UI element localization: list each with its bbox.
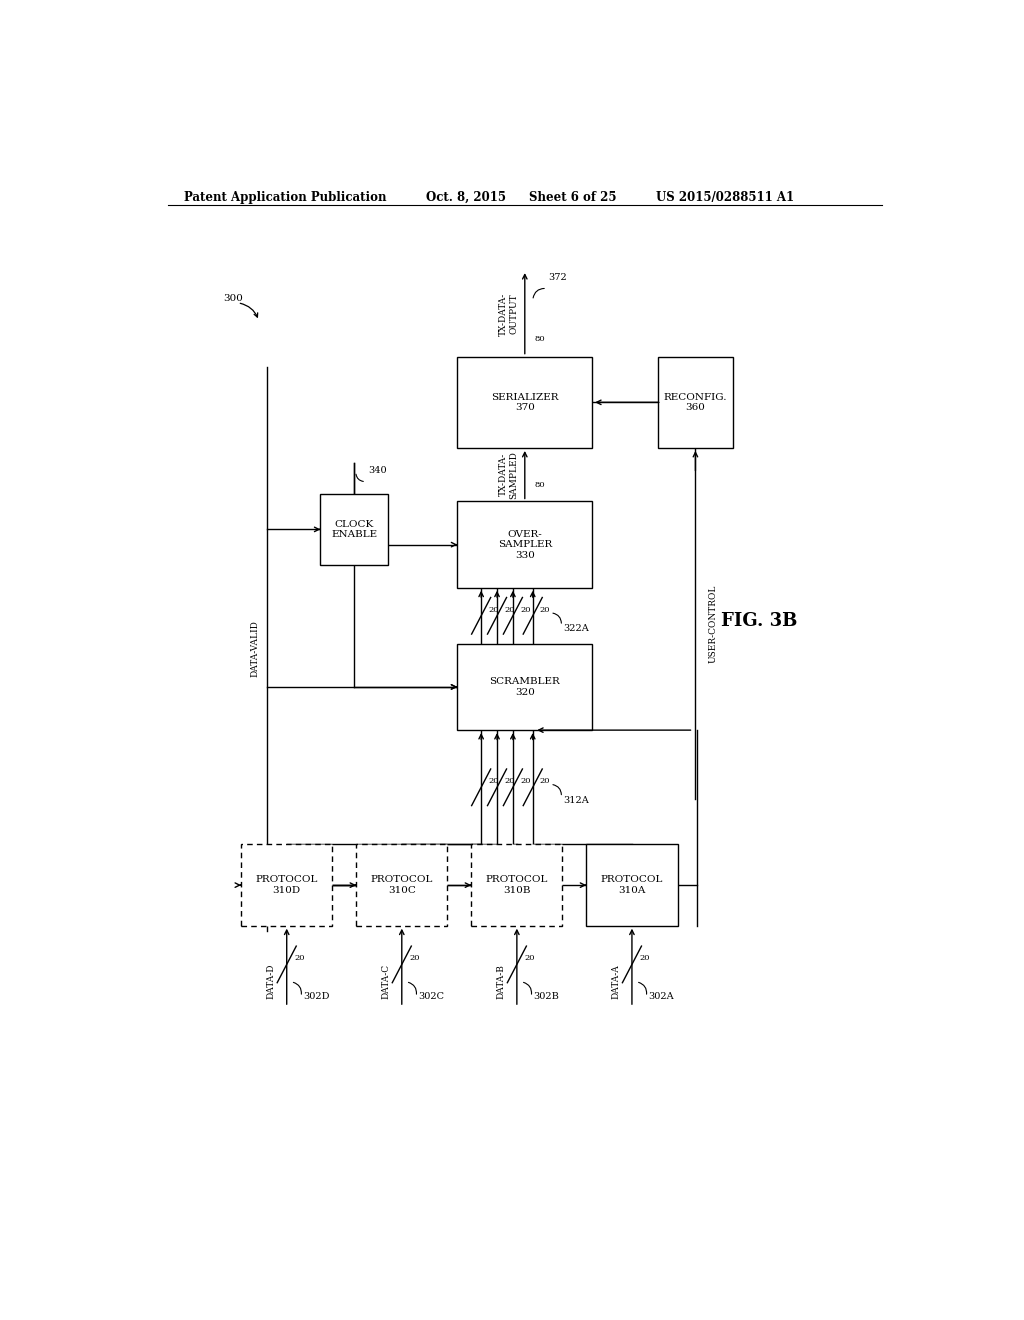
Text: Sheet 6 of 25: Sheet 6 of 25	[528, 191, 616, 203]
Text: 302B: 302B	[534, 991, 559, 1001]
Text: 322A: 322A	[563, 624, 589, 634]
Bar	[458, 644, 592, 730]
Bar	[587, 845, 678, 925]
Text: 20: 20	[488, 606, 499, 614]
Text: PROTOCOL
310D: PROTOCOL 310D	[256, 875, 317, 895]
Text: OVER-
SAMPLER
330: OVER- SAMPLER 330	[498, 529, 552, 560]
Text: DATA-D: DATA-D	[266, 964, 275, 999]
Text: 372: 372	[549, 273, 567, 282]
Text: DATA-VALID: DATA-VALID	[251, 620, 259, 677]
Text: 300: 300	[223, 294, 243, 304]
Text: USER-CONTROL: USER-CONTROL	[709, 585, 718, 663]
Text: DATA-B: DATA-B	[497, 964, 506, 999]
Text: 302A: 302A	[648, 991, 674, 1001]
Text: 302C: 302C	[419, 991, 444, 1001]
Bar	[458, 356, 592, 447]
Bar	[458, 502, 592, 587]
Text: TX-DATA-
SAMPLED: TX-DATA- SAMPLED	[500, 451, 518, 499]
Bar	[321, 494, 388, 565]
Text: TX-DATA-
OUTPUT: TX-DATA- OUTPUT	[500, 292, 518, 335]
Text: PROTOCOL
310C: PROTOCOL 310C	[371, 875, 433, 895]
Text: 20: 20	[540, 606, 550, 614]
Text: FIG. 3B: FIG. 3B	[721, 612, 797, 630]
Text: 20: 20	[520, 777, 530, 785]
Text: 20: 20	[524, 954, 536, 962]
Text: 20: 20	[540, 777, 550, 785]
Text: Patent Application Publication: Patent Application Publication	[183, 191, 386, 203]
Text: 302D: 302D	[303, 991, 330, 1001]
Text: US 2015/0288511 A1: US 2015/0288511 A1	[655, 191, 794, 203]
Text: PROTOCOL
310B: PROTOCOL 310B	[485, 875, 548, 895]
Text: DATA-A: DATA-A	[611, 965, 621, 999]
Text: Oct. 8, 2015: Oct. 8, 2015	[426, 191, 506, 203]
Text: PROTOCOL
310A: PROTOCOL 310A	[601, 875, 664, 895]
Bar	[657, 356, 733, 447]
Text: SCRAMBLER
320: SCRAMBLER 320	[489, 677, 560, 697]
Text: 20: 20	[410, 954, 420, 962]
Text: 20: 20	[504, 606, 515, 614]
Bar	[471, 845, 562, 925]
Text: 80: 80	[535, 480, 545, 488]
Bar	[241, 845, 333, 925]
Text: 312A: 312A	[563, 796, 589, 805]
Text: 20: 20	[640, 954, 650, 962]
Text: 20: 20	[488, 777, 499, 785]
Text: CLOCK
ENABLE: CLOCK ENABLE	[331, 520, 377, 539]
Text: SERIALIZER
370: SERIALIZER 370	[492, 392, 558, 412]
Text: 340: 340	[369, 466, 387, 475]
Text: DATA-C: DATA-C	[381, 964, 390, 999]
Text: 80: 80	[535, 335, 545, 343]
Bar	[356, 845, 447, 925]
Text: 20: 20	[295, 954, 305, 962]
Text: 20: 20	[504, 777, 515, 785]
Text: 20: 20	[520, 606, 530, 614]
Text: RECONFIG.
360: RECONFIG. 360	[664, 392, 727, 412]
